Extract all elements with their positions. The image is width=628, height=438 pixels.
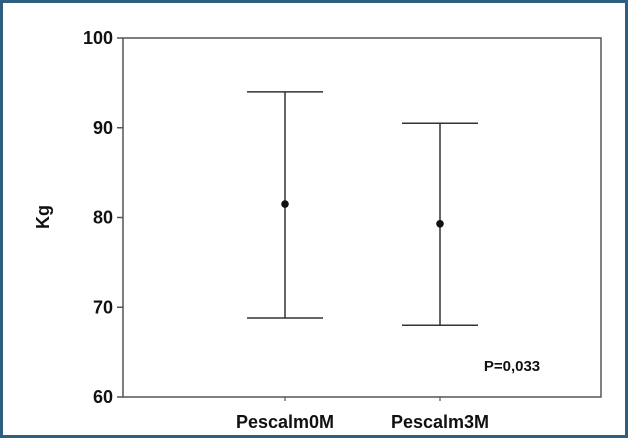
x-category-label: Pescalm0M xyxy=(236,412,334,432)
y-tick-label: 90 xyxy=(93,118,113,138)
plot-area xyxy=(122,37,602,398)
y-tick-label: 70 xyxy=(93,297,113,317)
y-tick-label: 60 xyxy=(93,387,113,407)
mean-point xyxy=(436,219,444,228)
p-value-annotation: P=0,033 xyxy=(484,358,540,375)
y-tick-label: 80 xyxy=(93,208,113,228)
x-category-label: Pescalm3M xyxy=(391,412,489,432)
y-tick-label: 100 xyxy=(83,28,113,48)
mean-point xyxy=(281,200,289,208)
y-axis-ticks: 60 70 80 90 100 xyxy=(83,28,123,407)
mean-points xyxy=(281,200,444,228)
x-axis-ticks: Pescalm0M Pescalm3M xyxy=(236,397,489,432)
error-bars xyxy=(247,91,478,326)
y-axis-label: Kg xyxy=(33,205,53,229)
